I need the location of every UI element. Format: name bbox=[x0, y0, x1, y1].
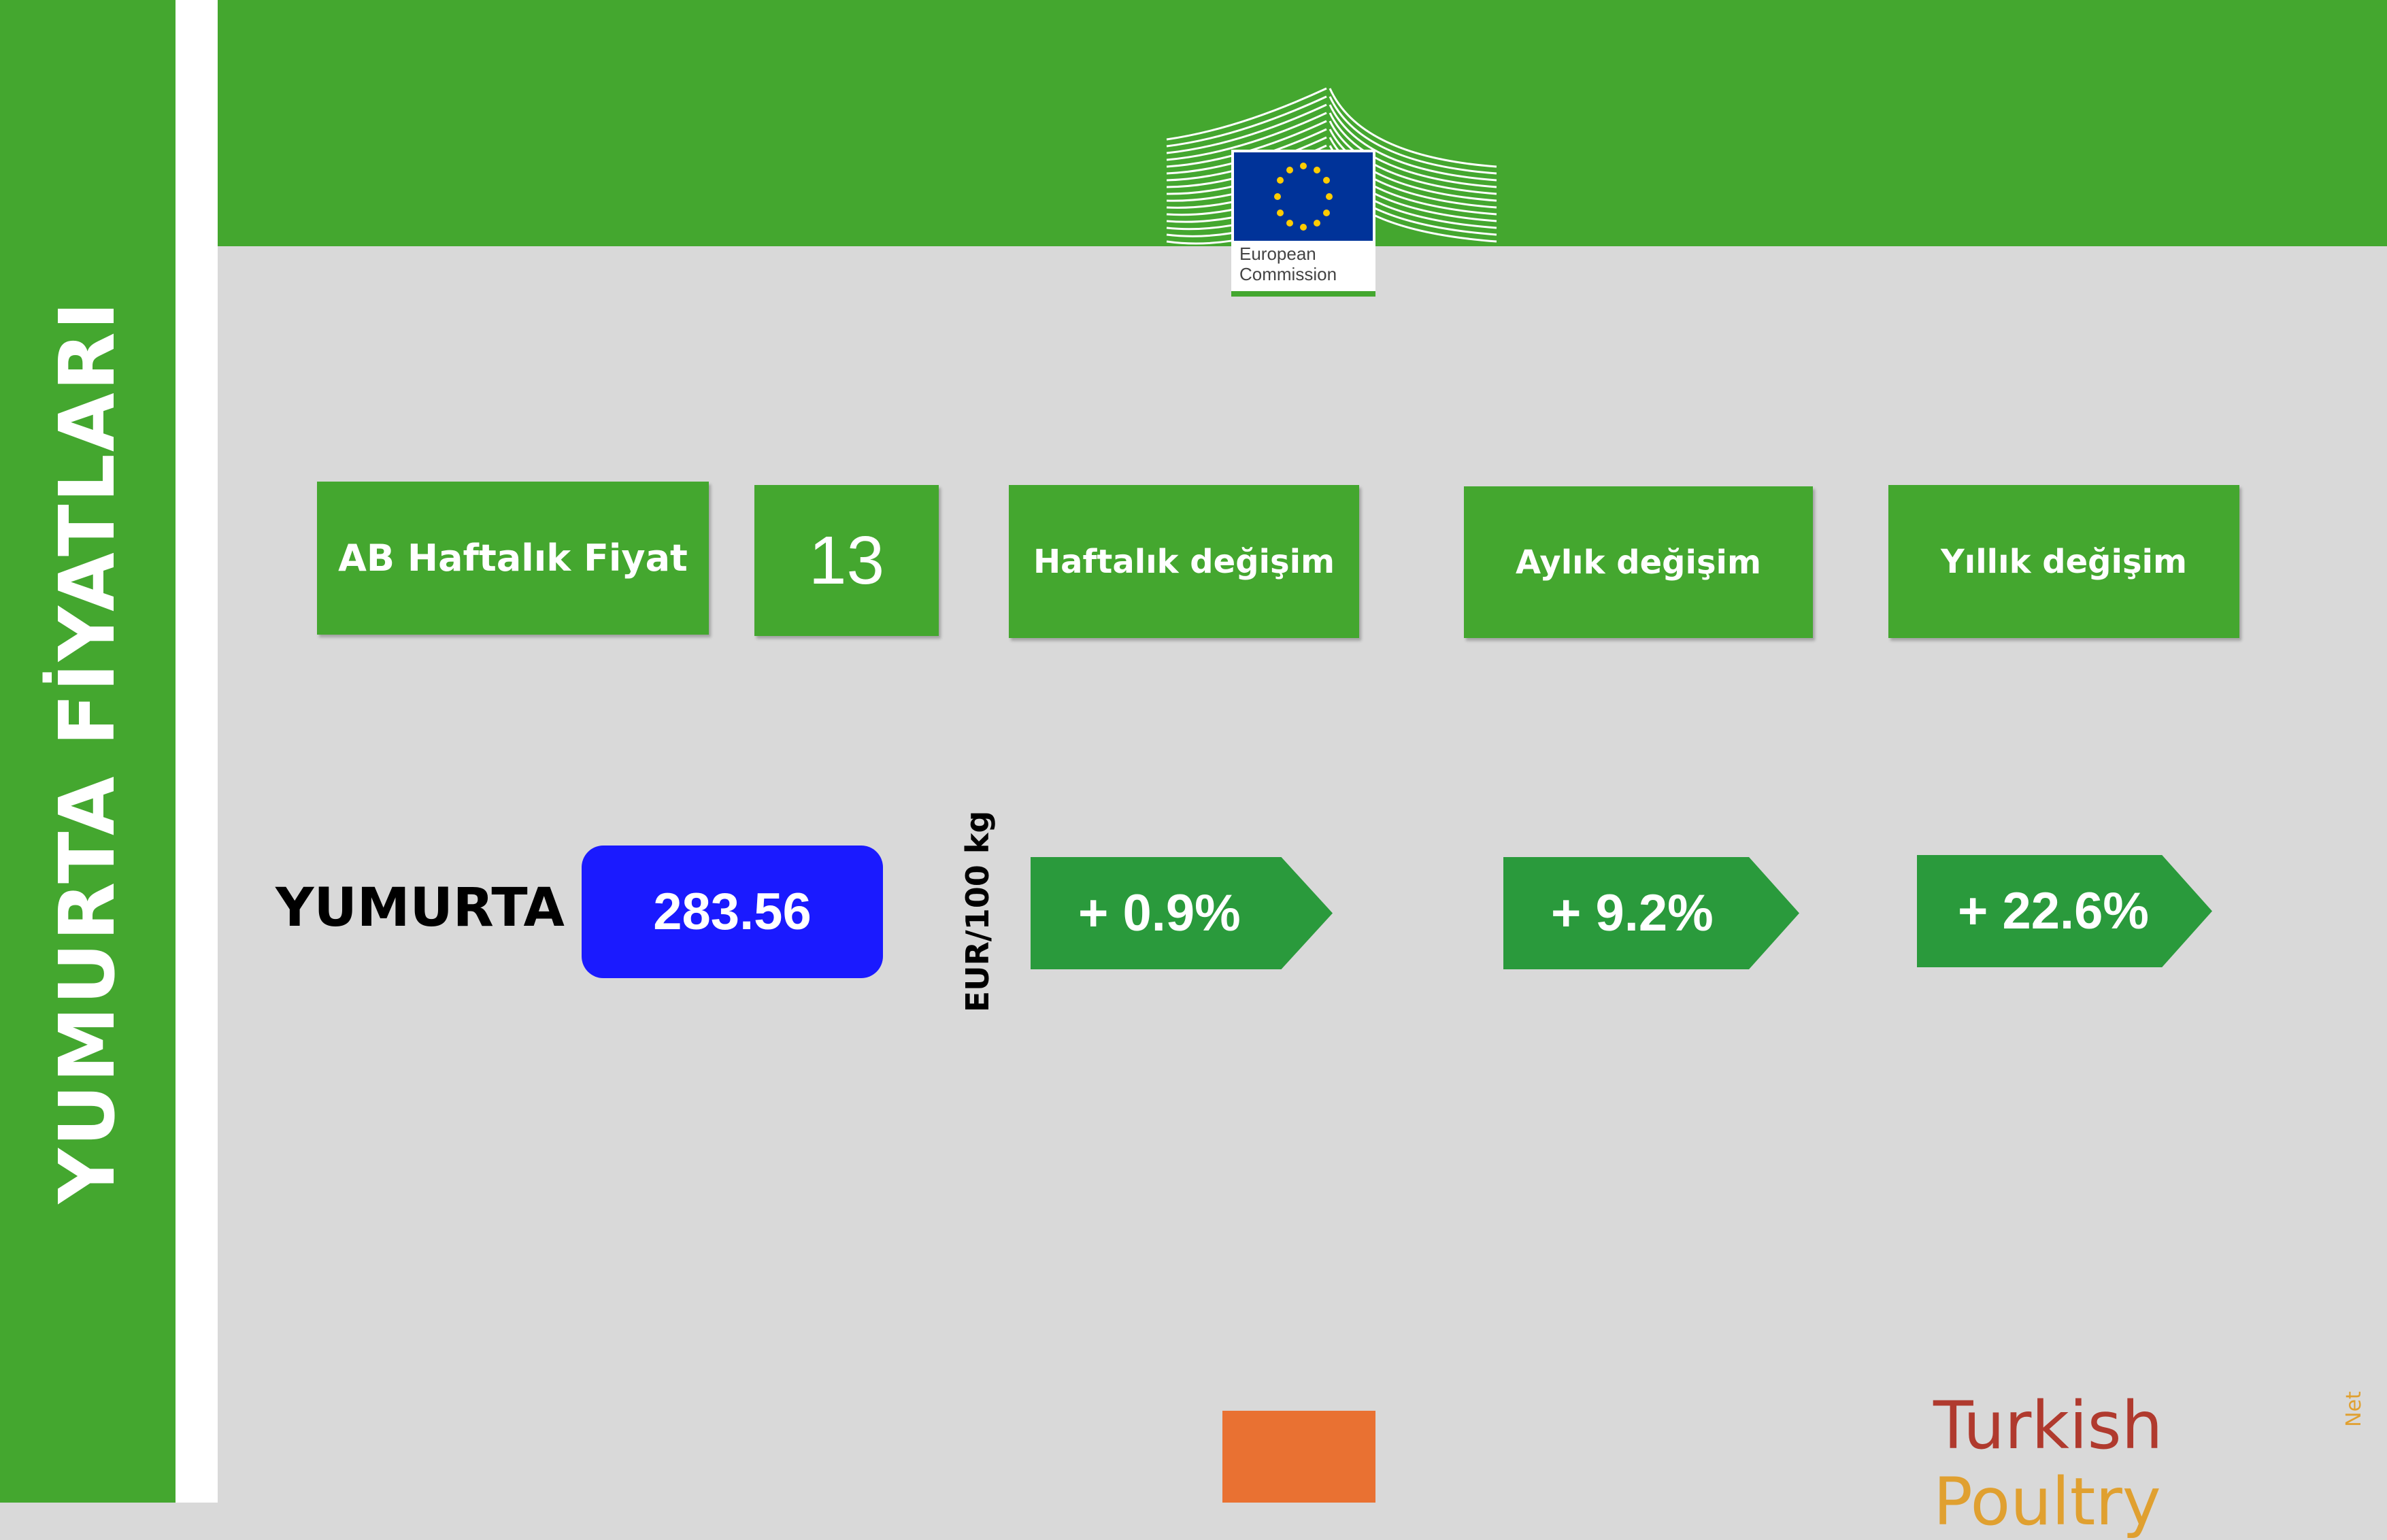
header-weekly-price: AB Haftalık Fiyat bbox=[317, 482, 709, 635]
header-weekly-change: Haftalık değişim bbox=[1009, 485, 1359, 638]
product-label: YUMURTA bbox=[276, 877, 565, 939]
yearly-change-value: + 22.6% bbox=[1958, 882, 2149, 940]
brand-text-turkish: Turkish bbox=[1933, 1388, 2163, 1464]
sidebar-bar bbox=[0, 0, 176, 1503]
header-yearly-change: Yıllık değişim bbox=[1888, 485, 2239, 638]
monthly-change-value: + 9.2% bbox=[1551, 884, 1714, 942]
eu-stars-icon bbox=[1274, 163, 1333, 231]
monthly-change-arrow: + 9.2% bbox=[1503, 857, 1799, 969]
logo-line1: European bbox=[1239, 244, 1316, 264]
header-week-number: 13 bbox=[754, 485, 939, 636]
orange-block bbox=[1222, 1411, 1375, 1503]
unit-label: EUR/100 kg bbox=[959, 810, 996, 1013]
turkish-poultry-logo: Turkish Poultry Net bbox=[1933, 1388, 2366, 1540]
sidebar-title: YUMURTA FİYATLARI bbox=[44, 299, 132, 1204]
weekly-change-arrow: + 0.9% bbox=[1031, 857, 1333, 969]
header-monthly-change: Aylık değişim bbox=[1464, 486, 1813, 638]
sidebar-divider bbox=[176, 0, 218, 1503]
price-value: 283.56 bbox=[582, 846, 883, 978]
logo-line2: Commission bbox=[1239, 264, 1337, 284]
weekly-change-value: + 0.9% bbox=[1078, 884, 1241, 942]
brand-text-poultry: Poultry bbox=[1933, 1464, 2161, 1540]
yearly-change-arrow: + 22.6% bbox=[1917, 855, 2212, 967]
brand-text-net: Net bbox=[2341, 1391, 2366, 1427]
european-commission-logo: European Commission bbox=[1166, 87, 1497, 297]
